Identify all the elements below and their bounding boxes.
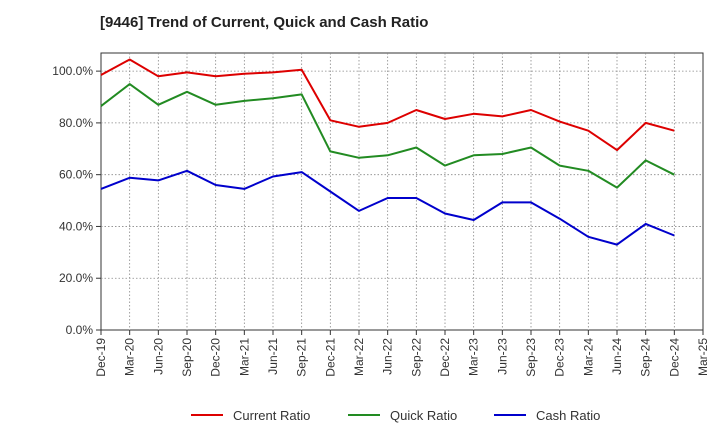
x-tick-label: Dec-22	[438, 338, 452, 377]
legend-label-current-ratio: Current Ratio	[233, 408, 310, 423]
x-tick-label: Jun-24	[610, 338, 624, 375]
x-tick-label: Mar-25	[696, 338, 710, 376]
x-tick-label: Jun-20	[151, 338, 165, 375]
x-tick-label: Dec-23	[553, 338, 567, 377]
x-tick-label: Sep-23	[524, 338, 538, 377]
x-tick-label: Jun-23	[495, 338, 509, 375]
x-tick-label: Mar-24	[581, 338, 595, 376]
y-tick-label: 100.0%	[52, 64, 93, 78]
x-tick-label: Mar-20	[123, 338, 137, 376]
x-tick-label: Jun-22	[381, 338, 395, 375]
x-tick-label: Dec-20	[209, 338, 223, 377]
quick-ratio-points	[100, 83, 675, 188]
y-tick-label: 80.0%	[59, 116, 93, 130]
x-tick-label: Sep-20	[180, 338, 194, 377]
cash-ratio-points	[100, 170, 675, 245]
legend-label-quick-ratio: Quick Ratio	[390, 408, 457, 423]
x-tick-label: Sep-24	[639, 338, 653, 377]
x-tick-label: Sep-21	[295, 338, 309, 377]
current-ratio-points	[100, 59, 675, 151]
y-tick-label: 60.0%	[59, 168, 93, 182]
y-tick-label: 0.0%	[66, 323, 94, 337]
x-tick-label: Dec-21	[323, 338, 337, 377]
y-axis: 0.0% 20.0% 40.0% 60.0% 80.0% 100.0%	[52, 64, 101, 337]
series-lines	[100, 58, 675, 246]
y-tick-label: 40.0%	[59, 219, 93, 233]
x-tick-label: Sep-22	[409, 338, 423, 377]
x-tick-label: Dec-24	[667, 338, 681, 377]
legend: Current Ratio Quick Ratio Cash Ratio	[191, 408, 600, 423]
chart-title: [9446] Trend of Current, Quick and Cash …	[100, 14, 429, 31]
legend-label-cash-ratio: Cash Ratio	[536, 408, 600, 423]
x-axis: Dec-19 Mar-20 Jun-20 Sep-20 Dec-20 Mar-21 Jun-…	[94, 330, 710, 377]
x-tick-label: Mar-22	[352, 338, 366, 376]
x-tick-label: Dec-19	[94, 338, 108, 377]
x-tick-label: Mar-21	[237, 338, 251, 376]
x-tick-label: Mar-23	[467, 338, 481, 376]
x-tick-label: Jun-21	[266, 338, 280, 375]
y-tick-label: 20.0%	[59, 271, 93, 285]
